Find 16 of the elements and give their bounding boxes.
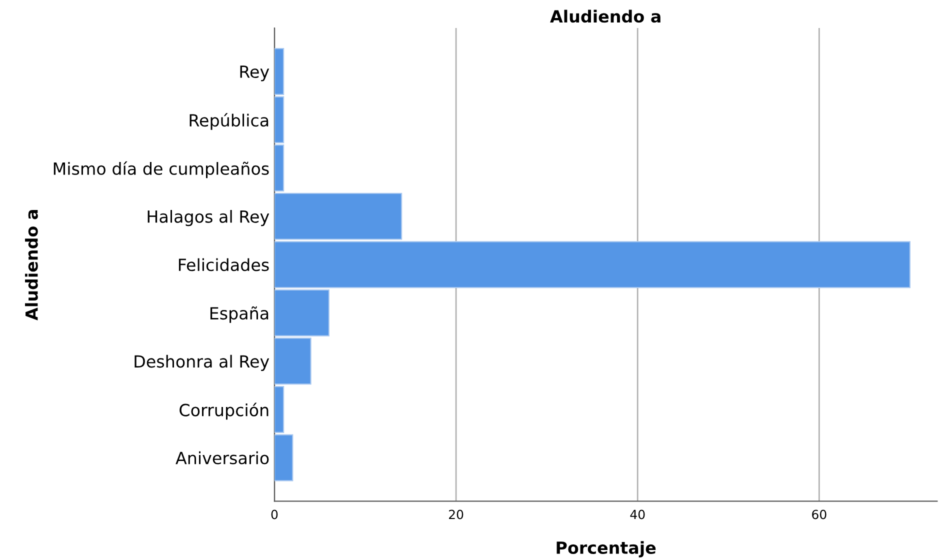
y-axis-title: Aludiendo a — [25, 210, 38, 320]
y-tick-label: Halagos al Rey — [148, 210, 270, 226]
y-tick-label: Felicidades — [178, 258, 269, 272]
y-tick-label: Mismo día de cumpleaños — [54, 161, 269, 178]
y-tick-label: República — [190, 113, 268, 130]
y-tick-label: Rey — [240, 66, 270, 82]
x-tick-label: 20 — [449, 510, 464, 520]
x-tick-label: 60 — [812, 510, 826, 520]
y-tick-label: España — [210, 306, 268, 323]
y-tick-label: Deshonra al Rey — [134, 354, 270, 371]
y-tick-label: Corrupción — [180, 402, 268, 420]
y-tick-label: Aniversario — [176, 451, 269, 464]
x-tick-label: 40 — [630, 510, 645, 520]
x-axis-title: Porcentaje — [556, 541, 656, 558]
x-tick-label: 0 — [271, 510, 278, 520]
chart-title: Aludiendo a — [550, 10, 660, 23]
